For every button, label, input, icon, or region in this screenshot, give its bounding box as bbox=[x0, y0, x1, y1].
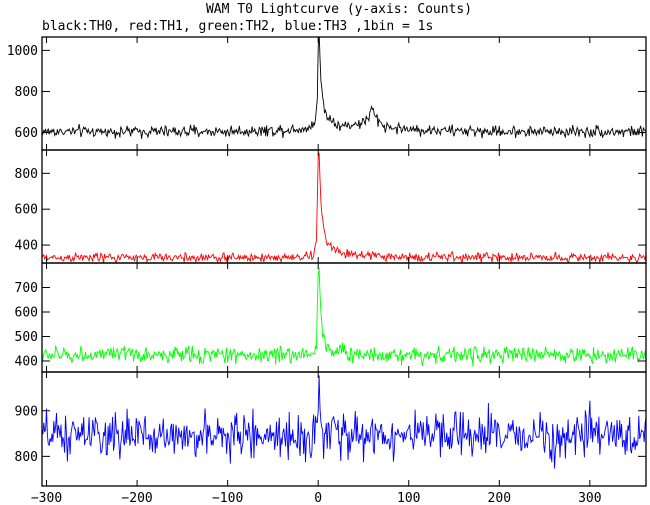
chart-subtitle: black:TH0, red:TH1, green:TH2, blue:TH3 … bbox=[42, 19, 433, 34]
x-tick-label: 0 bbox=[314, 491, 322, 505]
y-tick-label: 500 bbox=[15, 330, 38, 345]
series-line-th3 bbox=[42, 375, 646, 469]
y-tick-label: 600 bbox=[15, 126, 38, 141]
y-tick-label: 400 bbox=[15, 354, 38, 369]
y-tick-label: 400 bbox=[15, 239, 38, 254]
y-tick-label: 900 bbox=[15, 404, 38, 419]
y-tick-label: 800 bbox=[15, 167, 38, 182]
panel-frame bbox=[41, 371, 647, 487]
x-axis: −300 −200 −100 0 100 200 300 bbox=[31, 491, 602, 505]
series-line-th0 bbox=[42, 37, 646, 139]
x-tick-label: −200 bbox=[121, 491, 152, 505]
x-tick-label: −100 bbox=[212, 491, 243, 505]
x-tick-label: 200 bbox=[488, 491, 511, 505]
x-tick-label: −300 bbox=[31, 491, 62, 505]
chart-title: WAM T0 Lightcurve (y-axis: Counts) bbox=[206, 2, 472, 17]
y-tick-label: 800 bbox=[15, 450, 38, 465]
x-tick-label: 100 bbox=[397, 491, 420, 505]
panel-th0: 600 800 1000 bbox=[7, 36, 647, 151]
series-line-th1 bbox=[42, 152, 646, 263]
panel-th3: 800 900 bbox=[15, 371, 647, 487]
series-line-th2 bbox=[42, 267, 646, 367]
panel-frame bbox=[41, 149, 647, 264]
y-tick-label: 600 bbox=[15, 203, 38, 218]
y-tick-label: 800 bbox=[15, 85, 38, 100]
y-tick-label: 700 bbox=[15, 281, 38, 296]
y-tick-label: 600 bbox=[15, 305, 38, 320]
panels-group: 600 800 1000 400 600 800 400 500 600 700 800 900 bbox=[7, 36, 647, 487]
panel-th2: 400 500 600 700 bbox=[15, 262, 647, 373]
panel-th1: 400 600 800 bbox=[15, 149, 647, 264]
x-tick-label: 300 bbox=[578, 491, 601, 505]
y-tick-label: 1000 bbox=[7, 44, 38, 59]
